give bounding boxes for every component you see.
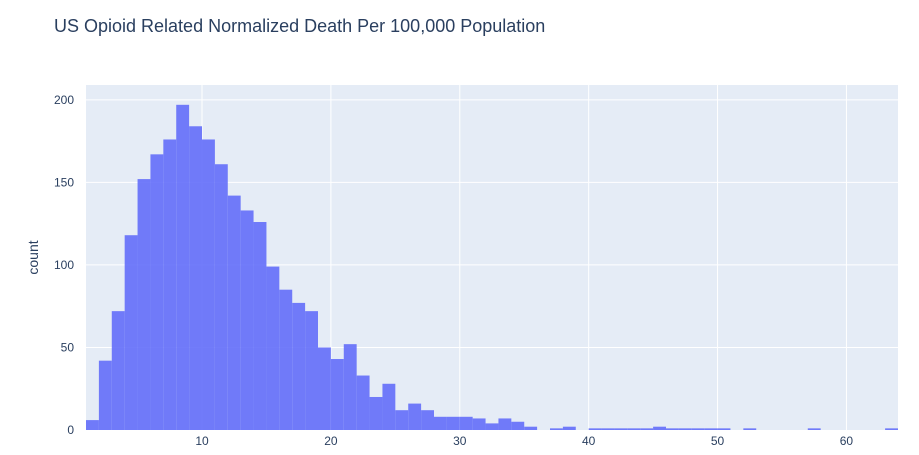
histogram-bar[interactable] <box>459 416 473 430</box>
histogram-bar[interactable] <box>266 266 280 430</box>
x-tick-label: 60 <box>840 434 854 448</box>
histogram-bar[interactable] <box>434 416 447 430</box>
histogram-bar[interactable] <box>98 360 112 430</box>
histogram-bar[interactable] <box>743 428 757 430</box>
histogram-bar[interactable] <box>330 359 344 430</box>
histogram-bar[interactable] <box>498 418 512 430</box>
histogram-bar[interactable] <box>485 423 499 430</box>
x-tick-label: 30 <box>453 434 467 448</box>
histogram-bar[interactable] <box>240 210 254 430</box>
histogram-bar[interactable] <box>524 426 538 430</box>
histogram-bar[interactable] <box>111 311 125 430</box>
histogram-bar[interactable] <box>562 426 576 430</box>
y-tick-label: 150 <box>54 175 74 189</box>
y-tick-label: 200 <box>54 93 74 107</box>
histogram-bar[interactable] <box>318 347 331 430</box>
histogram-bar[interactable] <box>343 344 357 430</box>
histogram-bar[interactable] <box>279 289 293 430</box>
x-tick-label: 20 <box>324 434 338 448</box>
gridlines <box>86 85 898 430</box>
histogram-bar[interactable] <box>627 428 641 430</box>
histogram-bar[interactable] <box>176 104 190 431</box>
histogram-bar[interactable] <box>356 375 370 430</box>
chart-title: US Opioid Related Normalized Death Per 1… <box>54 16 546 36</box>
histogram-bar[interactable] <box>202 139 215 430</box>
histogram-bar[interactable] <box>395 410 409 430</box>
histogram-bar[interactable] <box>472 418 486 430</box>
histogram-bar[interactable] <box>511 421 525 430</box>
histogram-bar[interactable] <box>885 428 898 430</box>
histogram-bar[interactable] <box>550 428 563 430</box>
histogram-bar[interactable] <box>214 164 228 431</box>
histogram-bar[interactable] <box>369 396 383 430</box>
histogram-bar[interactable] <box>807 428 821 430</box>
bars <box>86 104 898 431</box>
histogram-bar[interactable] <box>86 420 99 430</box>
histogram-bar[interactable] <box>189 126 202 430</box>
histogram-bar[interactable] <box>704 428 718 430</box>
histogram-bar[interactable] <box>163 139 177 430</box>
histogram-bar[interactable] <box>124 235 138 430</box>
y-tick-label: 100 <box>54 258 74 272</box>
histogram-bar[interactable] <box>421 410 434 430</box>
histogram-bar[interactable] <box>305 311 318 430</box>
x-tick-label: 50 <box>711 434 725 448</box>
x-tick-label: 40 <box>582 434 596 448</box>
x-tick-labels: 10 20 30 40 50 60 <box>195 434 853 448</box>
histogram-bar[interactable] <box>408 403 422 430</box>
y-tick-labels: 0 50 100 150 200 <box>54 93 74 437</box>
histogram-bar[interactable] <box>253 222 267 430</box>
histogram-bar[interactable] <box>227 195 241 430</box>
histogram-bar[interactable] <box>382 383 396 430</box>
histogram-bar[interactable] <box>137 179 151 430</box>
histogram-bar[interactable] <box>691 428 705 430</box>
histogram-bar[interactable] <box>678 428 692 430</box>
histogram-bar[interactable] <box>446 416 460 430</box>
histogram-bar[interactable] <box>640 428 654 430</box>
y-axis-title: count <box>25 240 41 274</box>
x-tick-label: 10 <box>195 434 209 448</box>
histogram-bar[interactable] <box>666 428 679 430</box>
histogram-bar[interactable] <box>150 154 164 430</box>
histogram-bar[interactable] <box>588 428 602 430</box>
y-tick-label: 50 <box>61 340 75 354</box>
histogram-bar[interactable] <box>601 428 615 430</box>
histogram-bar[interactable] <box>717 428 731 430</box>
histogram-bar[interactable] <box>614 428 628 430</box>
y-tick-label: 0 <box>67 423 74 437</box>
histogram-bar[interactable] <box>653 426 666 430</box>
histogram-bar[interactable] <box>292 302 306 430</box>
